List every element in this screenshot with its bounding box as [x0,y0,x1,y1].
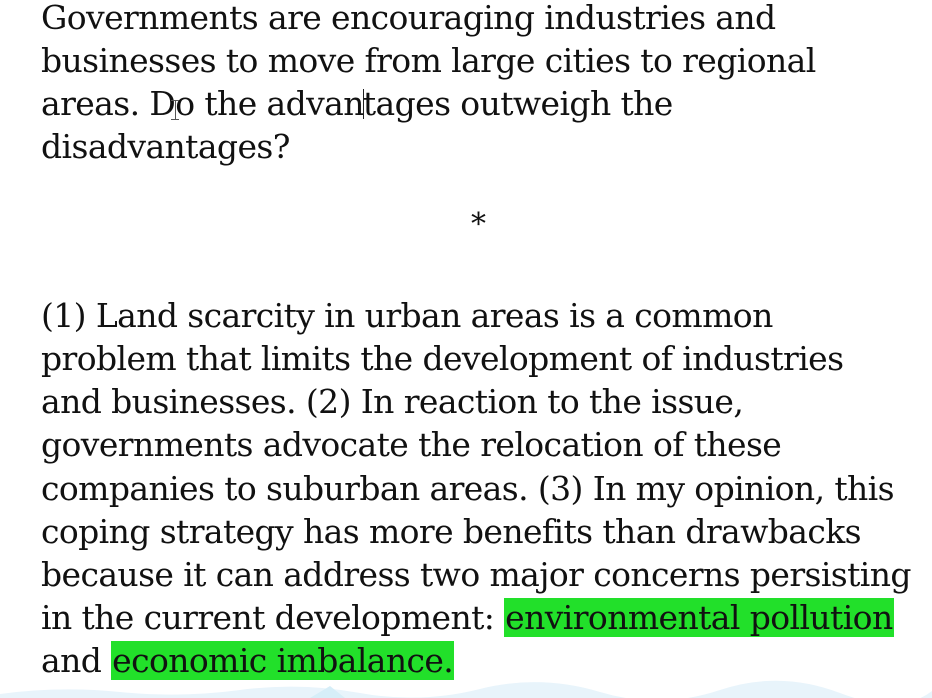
essay-line-9-prefix: and [41,641,112,680]
ibeam-cursor-icon [171,100,179,120]
bottom-decoration [0,680,932,698]
essay-line-5: companies to suburban areas. (3) In my o… [41,469,895,508]
essay-line-1: (1) Land scarcity in urban areas is a co… [41,296,773,335]
prompt-line-1: Governments are encouraging industries a… [41,0,776,37]
essay-line-6: coping strategy has more benefits than d… [41,512,862,551]
prompt-line-3-before: areas. Do the advan [41,84,364,123]
essay-line-2: problem that limits the development of i… [41,339,844,378]
essay-line-7: because it can address two major concern… [41,555,912,594]
essay-line-3: and businesses. (2) In reaction to the i… [41,382,744,421]
highlighted-phrase-economic-imbalance: economic imbalance. [111,641,455,680]
essay-line-8-prefix: in the current development: [41,598,505,637]
prompt-line-4: disadvantages? [41,127,290,166]
section-separator: * [471,207,486,242]
text-cursor [362,89,364,119]
prompt-line-3-after: tages outweigh the [362,84,673,123]
essay-line-8: in the current development: environmenta… [41,596,894,640]
highlighted-phrase-environmental-pollution: environmental pollution [504,598,894,637]
prompt-line-2: businesses to move from large cities to … [41,41,816,80]
essay-line-9: and economic imbalance. [41,639,455,683]
essay-line-4: governments advocate the relocation of t… [41,425,782,464]
prompt-line-3: areas. Do the advantages outweigh the [41,82,673,126]
